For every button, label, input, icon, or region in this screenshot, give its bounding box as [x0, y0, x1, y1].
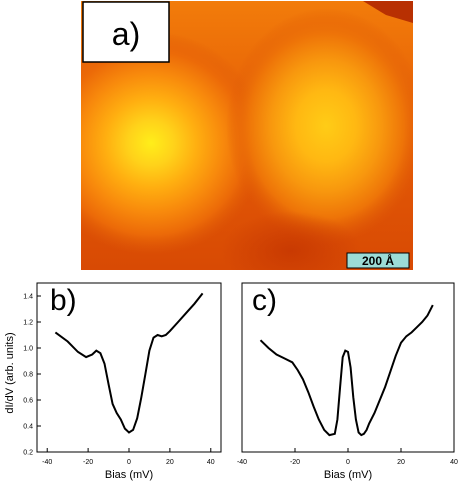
x-tick-label: -20 [83, 459, 93, 466]
tick-group-b: -40 -20 0 20 40 0.2 0.4 0.6 0.8 1.0 1.2 1.4 [23, 294, 215, 467]
panel-label-c: c) [252, 284, 277, 317]
spectrum-panel-b: dI/dV (arb. units) -40 -20 0 20 40 0.2 0.4 0.6 0… [4, 282, 222, 481]
x-tick-label: -20 [290, 459, 300, 466]
y-axis-label: dI/dV (arb. units) [4, 332, 16, 413]
scale-bar: 200 Å [346, 252, 410, 269]
panel-label-b: b) [50, 284, 77, 317]
x-tick-label: 40 [207, 459, 215, 466]
tick-group-c: -40 -20 0 20 40 [237, 448, 458, 466]
y-tick-label: 0.2 [23, 450, 33, 457]
y-tick-label: 0.4 [23, 424, 33, 431]
x-tick-label: -40 [237, 459, 247, 466]
panel-label-a: a) [112, 16, 140, 52]
x-tick-label: 20 [397, 459, 405, 466]
y-tick-label: 1.4 [23, 294, 33, 301]
x-tick-label: 20 [166, 459, 174, 466]
spectrum-panel-c: -40 -20 0 20 40 c) Bias (mV) [237, 282, 458, 481]
x-axis-label-c: Bias (mV) [324, 469, 372, 481]
x-tick-label: 40 [450, 459, 458, 466]
x-tick-label: 0 [127, 459, 131, 466]
spectrum-curve-c [259, 304, 434, 437]
right-bright-lobe [226, 8, 413, 244]
left-bright-lobe [81, 31, 266, 255]
y-tick-label: 0.6 [23, 398, 33, 405]
spectrum-curve-b [54, 292, 204, 434]
panel-label-box-a: a) [82, 1, 170, 63]
scale-bar-label: 200 Å [362, 253, 394, 268]
y-tick-label: 1.0 [23, 346, 33, 353]
y-tick-label: 1.2 [23, 320, 33, 327]
x-tick-label: 0 [346, 459, 350, 466]
topography-image-panel: a) 200 Å [81, 1, 413, 270]
x-tick-label: -40 [42, 459, 52, 466]
y-tick-label: 0.8 [23, 372, 33, 379]
x-axis-label-b: Bias (mV) [105, 469, 153, 481]
